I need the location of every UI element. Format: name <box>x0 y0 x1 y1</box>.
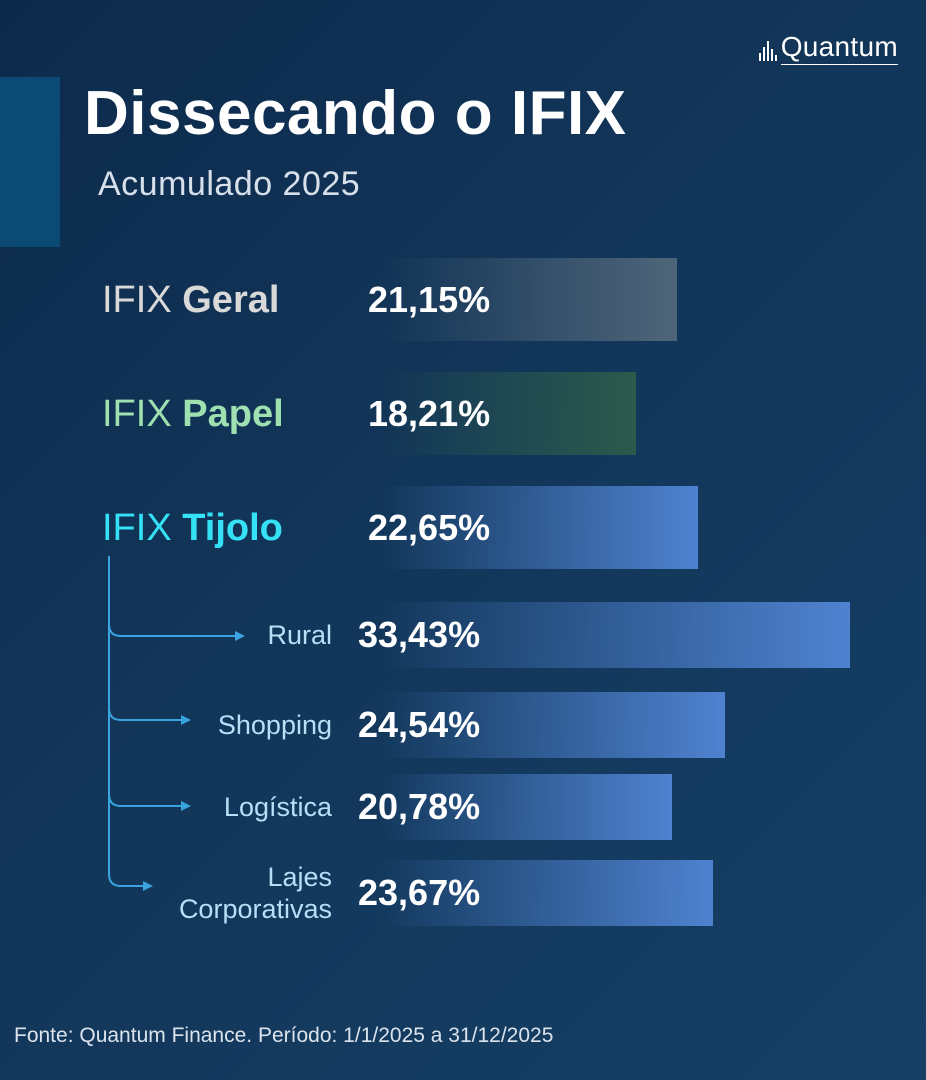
bar-shopping <box>380 692 725 758</box>
bar-lajes-corporativas <box>380 860 713 926</box>
bar-tijolo <box>380 486 698 569</box>
bar-papel <box>380 372 636 455</box>
category-label: IFIX Papel <box>102 391 284 437</box>
page-subtitle: Acumulado 2025 <box>98 165 361 203</box>
value-label: 20,78% <box>358 786 481 827</box>
value-label: 33,43% <box>358 614 481 655</box>
subcategory-label: Lajes Corporativas <box>179 861 332 925</box>
page-title: Dissecando o IFIX <box>84 79 627 148</box>
label-name: Tijolo <box>182 506 283 549</box>
accent-block <box>0 77 60 247</box>
logo-text: Quantum <box>780 30 898 65</box>
label-prefix: IFIX <box>102 278 172 321</box>
bar-geral <box>380 258 677 341</box>
subcategory-label: Shopping <box>217 710 332 740</box>
category-label: IFIX Geral <box>102 277 279 323</box>
quantum-logo: Quantum <box>758 30 898 65</box>
value-label: 23,67% <box>358 872 481 913</box>
subcategory-label: Logística <box>223 792 332 822</box>
label-name: Geral <box>182 278 280 321</box>
value-label: 24,54% <box>358 704 481 745</box>
source-footer: Fonte: Quantum Finance. Período: 1/1/202… <box>14 1024 554 1047</box>
value-label: 18,21% <box>368 392 491 434</box>
value-label: 22,65% <box>368 506 491 548</box>
subcategory-label-line: Lajes <box>267 862 332 892</box>
label-name: Papel <box>182 392 284 435</box>
chart-bars-icon <box>758 33 777 65</box>
label-prefix: IFIX <box>102 392 172 435</box>
value-label: 21,15% <box>368 278 491 320</box>
subcategory-label: Rural <box>267 620 332 650</box>
bar-rural <box>380 602 850 668</box>
label-prefix: IFIX <box>102 506 172 549</box>
subcategory-label-line: Corporativas <box>178 894 332 924</box>
bar-logística <box>380 774 672 840</box>
category-label: IFIX Tijolo <box>102 505 283 551</box>
